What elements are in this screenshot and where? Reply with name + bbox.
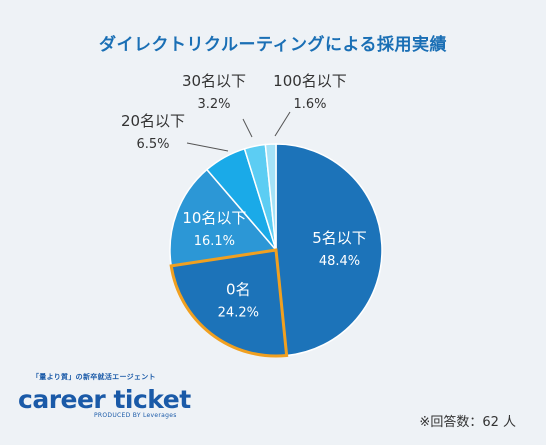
leader-line-4	[242, 118, 253, 138]
slice-value-1: 24.2%	[218, 306, 259, 321]
slice-label-0: 5名以下	[312, 229, 367, 247]
chart-title: ダイレクトリクルーティングによる採用実績	[99, 35, 447, 55]
leader-line-3	[186, 142, 229, 152]
slice-value-2: 16.1%	[194, 234, 235, 249]
slice-label-5: 100名以下	[273, 72, 347, 90]
highlight-outline	[169, 248, 289, 358]
pie-slice-0	[275, 143, 383, 357]
slice-label-2: 10名以下	[182, 209, 246, 227]
brand-tagline: 「量より質」の新卒就活エージェント	[32, 373, 156, 381]
slice-label-4: 30名以下	[182, 72, 246, 90]
slice-label-3: 20名以下	[121, 112, 185, 130]
pie-slice-1	[170, 249, 288, 357]
slice-value-4: 3.2%	[197, 97, 230, 112]
respondent-count: ※回答数：62 人	[419, 415, 516, 430]
pie-slice-2	[169, 168, 278, 267]
slice-value-3: 6.5%	[136, 137, 169, 152]
slice-value-5: 1.6%	[293, 97, 326, 112]
brand-logo: 「量より質」の新卒就活エージェント career ticket PRODUCED…	[18, 372, 198, 419]
brand-byline: PRODUCED BY Leverages	[94, 412, 177, 419]
brand-name: career ticket	[18, 385, 191, 414]
pie-slice-5	[264, 143, 277, 251]
slice-label-1: 0名	[226, 281, 251, 299]
slice-value-0: 48.4%	[319, 254, 360, 269]
leader-line-5	[274, 111, 291, 137]
